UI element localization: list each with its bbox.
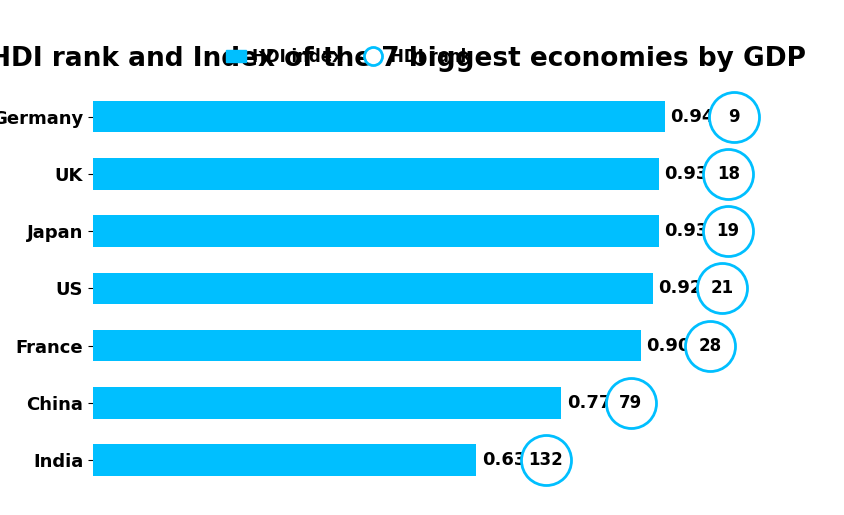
- Text: 132: 132: [528, 451, 562, 469]
- Text: 21: 21: [710, 280, 733, 297]
- Text: 0.90: 0.90: [646, 337, 690, 355]
- Text: 9: 9: [728, 108, 739, 126]
- Bar: [93, 101, 664, 132]
- Bar: [93, 444, 476, 476]
- Bar: [93, 272, 652, 304]
- Bar: [93, 387, 560, 419]
- Text: 0.92: 0.92: [657, 280, 701, 297]
- Text: 19: 19: [716, 222, 738, 240]
- Title: HDI rank and Index of the 7 biggest economies by GDP: HDI rank and Index of the 7 biggest econ…: [0, 46, 804, 72]
- Bar: [93, 158, 658, 190]
- Text: 28: 28: [697, 337, 721, 355]
- Text: 0.63: 0.63: [481, 451, 526, 469]
- Legend: HDI index, HDI rank: HDI index, HDI rank: [219, 41, 478, 73]
- Bar: [93, 330, 640, 362]
- Text: 0.94: 0.94: [669, 108, 714, 126]
- Text: 0.77: 0.77: [566, 394, 610, 412]
- Bar: [93, 215, 658, 247]
- Text: 0.93: 0.93: [663, 222, 708, 240]
- Text: 79: 79: [619, 394, 641, 412]
- Text: 0.93: 0.93: [663, 165, 708, 183]
- Text: 18: 18: [716, 165, 738, 183]
